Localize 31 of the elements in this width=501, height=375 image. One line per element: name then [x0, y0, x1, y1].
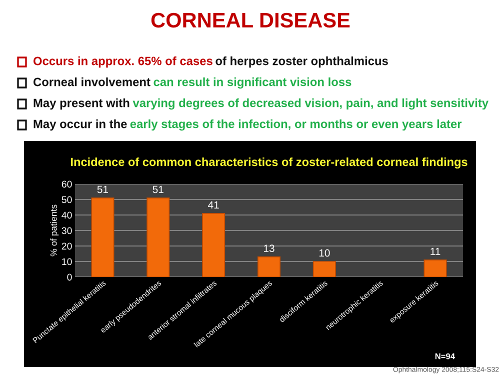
- text: of herpes zoster ophthalmicus: [216, 56, 388, 68]
- data-label: 10: [319, 249, 330, 257]
- data-label: 51: [97, 186, 108, 194]
- bar: [257, 256, 281, 277]
- text: early stages of the infection, or months or even years later: [130, 119, 462, 131]
- data-label: 51: [152, 186, 164, 194]
- y-tick-label: 0: [67, 274, 72, 281]
- bar: [91, 198, 114, 277]
- y-tick-label: 50: [62, 196, 72, 204]
- data-label: 13: [264, 244, 274, 252]
- bar: [312, 261, 336, 277]
- text: N=94: [435, 353, 455, 360]
- bar: [146, 198, 170, 277]
- y-tick-label: 60: [62, 180, 72, 188]
- text: Corneal involvement: [33, 77, 150, 86]
- text: CORNEAL DISEASE: [151, 12, 350, 28]
- y-tick-label: 40: [62, 212, 72, 219]
- y-axis-title: % of patients: [50, 204, 59, 256]
- text: can result in significant vision loss: [154, 77, 352, 89]
- y-tick-label: 20: [62, 242, 72, 250]
- chart-title: Incidence of common characteristics of zoster-related corneal findings: [71, 157, 468, 169]
- data-label: 11: [430, 248, 440, 256]
- text: Occurs in approx. 65% of cases: [33, 56, 212, 68]
- bar: [424, 260, 447, 277]
- text: May occur in the: [34, 119, 127, 131]
- data-label: 41: [208, 201, 219, 209]
- y-tick-label: 10: [62, 258, 72, 266]
- y-tick-label: 30: [62, 227, 72, 234]
- text: varying degrees of decreased vision, pain, and light sensitivity: [132, 98, 488, 110]
- bar: [202, 213, 226, 277]
- text: May present with: [34, 98, 130, 110]
